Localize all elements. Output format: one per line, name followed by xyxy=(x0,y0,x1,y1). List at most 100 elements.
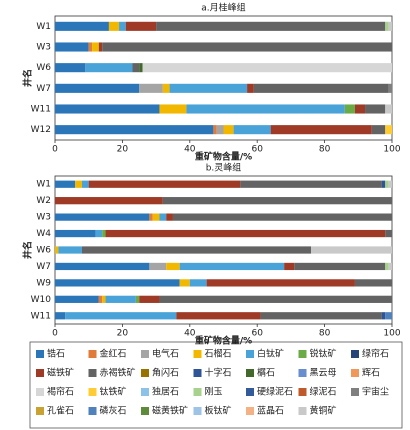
bar-segment xyxy=(162,83,170,93)
bar-segment xyxy=(381,312,386,320)
bar-segment xyxy=(233,125,271,135)
x-tick-label: 60 xyxy=(251,329,263,339)
y-axis-label: 井名 xyxy=(22,69,34,87)
y-tick-label: W9 xyxy=(36,278,51,288)
y-tick-label: W11 xyxy=(31,105,51,115)
bar-segment xyxy=(253,83,389,93)
bar-segment xyxy=(55,125,214,135)
legend-swatch xyxy=(141,350,149,358)
bar-segment xyxy=(365,104,386,114)
legend-label: 黄铜矿 xyxy=(310,405,337,417)
bar-segment xyxy=(55,213,150,221)
bar-segment xyxy=(75,180,82,188)
legend-swatch xyxy=(246,407,254,415)
legend-swatch xyxy=(36,369,44,377)
bar-segment xyxy=(55,262,150,271)
bar-segment xyxy=(385,180,389,188)
legend-label: 石榴石 xyxy=(205,348,232,360)
bar-segment xyxy=(247,83,254,93)
bar-segment xyxy=(354,104,366,114)
bar-segment xyxy=(159,104,187,114)
bar-segment xyxy=(149,213,153,221)
legend-label: 电气石 xyxy=(152,348,179,360)
bar-segment xyxy=(139,83,163,93)
bar-segment xyxy=(152,213,160,221)
legend-swatch xyxy=(298,388,307,396)
legend-label: 褐帘石 xyxy=(47,386,74,398)
bar-segment xyxy=(159,295,392,303)
bar-segment xyxy=(385,229,392,238)
bar-segment xyxy=(354,279,392,287)
bar-segment xyxy=(55,63,86,73)
legend-label: 板钛矿 xyxy=(205,405,232,417)
legend-label: 赤褐铁矿 xyxy=(100,367,136,379)
bar-segment xyxy=(55,279,180,287)
x-tick-label: 100 xyxy=(383,329,400,339)
legend-label: 绿泥石 xyxy=(310,386,337,398)
bar-segment xyxy=(85,63,133,73)
bar-segment xyxy=(55,42,89,52)
bar-segment xyxy=(159,213,167,221)
legend-swatch xyxy=(298,407,307,415)
legend-label: 硬绿泥石 xyxy=(257,386,293,398)
chart-title: b.灵峰组 xyxy=(206,162,242,174)
legend-label: 刚玉 xyxy=(205,387,223,398)
x-tick-label: 40 xyxy=(184,145,196,155)
bar-segment xyxy=(142,63,392,73)
bar-segment xyxy=(162,197,392,205)
bar-segment xyxy=(385,104,392,114)
x-tick-label: 100 xyxy=(383,145,400,155)
y-tick-label: W7 xyxy=(36,262,51,272)
x-tick-label: 60 xyxy=(251,145,263,155)
bar-segment xyxy=(98,42,103,52)
x-tick-label: 0 xyxy=(52,329,58,339)
y-tick-label: W6 xyxy=(36,246,51,256)
bar-segment xyxy=(88,180,241,188)
bar-segment xyxy=(166,262,180,271)
legend-swatch xyxy=(298,350,307,358)
y-tick-label: W12 xyxy=(31,125,51,135)
bar-segment xyxy=(189,279,207,287)
legend-swatch xyxy=(351,350,359,358)
bar-segment xyxy=(135,295,140,303)
legend-label: 榍石 xyxy=(257,367,275,379)
legend-label: 宇宙尘 xyxy=(362,386,389,398)
legend-label: 磁铁矿 xyxy=(47,367,74,379)
bar-segment xyxy=(108,21,120,31)
bar-segment xyxy=(179,279,190,287)
y-tick-label: W10 xyxy=(31,295,52,305)
legend-swatch xyxy=(36,350,44,358)
legend-label: 磁黄铁矿 xyxy=(152,405,188,417)
legend-label: 白钛矿 xyxy=(257,348,284,360)
bar-segment xyxy=(284,262,295,271)
bar-segment xyxy=(55,312,66,320)
bar-segment xyxy=(132,63,140,73)
y-tick-label: W2 xyxy=(36,196,51,206)
y-tick-label: W6 xyxy=(36,63,51,73)
legend-label: 锐钛矿 xyxy=(310,348,337,360)
x-tick-label: 20 xyxy=(117,329,129,339)
legend-label: 蓝晶石 xyxy=(257,405,284,417)
bar-segment xyxy=(385,125,392,135)
legend-swatch xyxy=(193,407,202,415)
bar-segment xyxy=(294,262,386,271)
bar-segment xyxy=(58,246,82,254)
bar-segment xyxy=(65,312,177,320)
legend-swatch xyxy=(193,350,202,358)
x-tick-label: 80 xyxy=(319,145,331,155)
bar-segment xyxy=(270,125,372,135)
legend-swatch xyxy=(298,369,307,377)
bar-segment xyxy=(216,125,224,135)
bar-segment xyxy=(98,295,103,303)
chart-title: a.月桂峰组 xyxy=(201,2,245,14)
x-tick-label: 20 xyxy=(117,145,129,155)
y-tick-label: W11 xyxy=(31,311,51,321)
bar-segment xyxy=(388,21,392,31)
x-tick-label: 0 xyxy=(52,145,58,155)
bar-segment xyxy=(102,295,106,303)
bar-segment xyxy=(213,125,217,135)
y-axis-label: 井名 xyxy=(22,241,34,259)
bar-segment xyxy=(388,262,392,271)
y-tick-label: W1 xyxy=(36,180,51,190)
